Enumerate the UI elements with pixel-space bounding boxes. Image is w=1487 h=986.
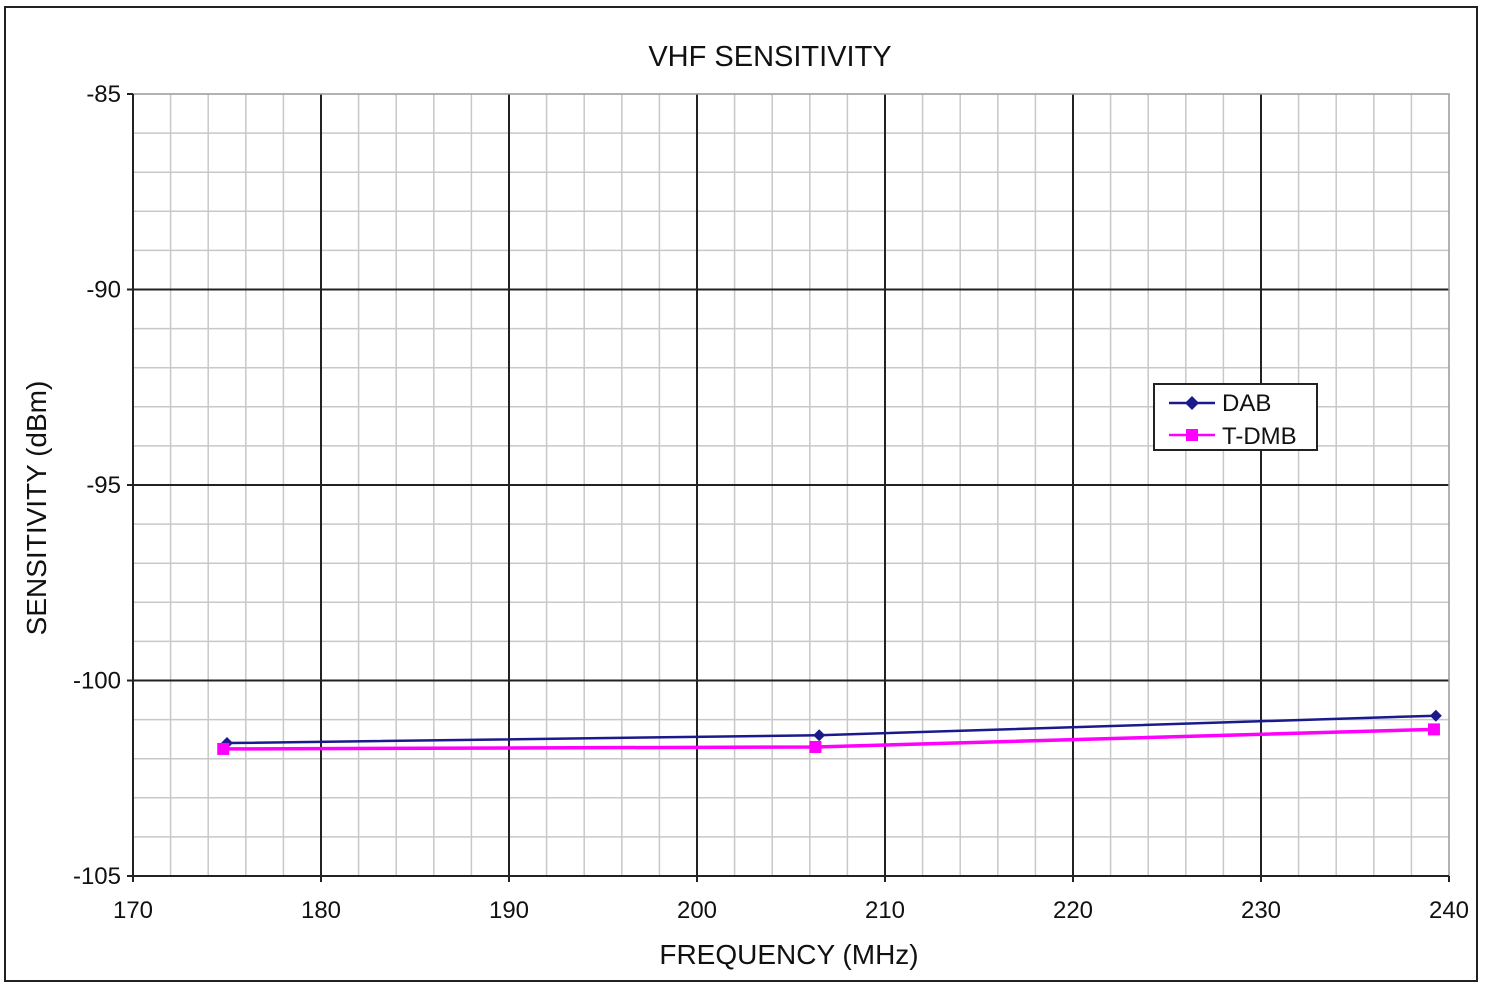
data-point-dab <box>1429 709 1442 722</box>
x-axis-label: FREQUENCY (MHz) <box>659 939 918 970</box>
x-tick-label: 190 <box>489 897 529 924</box>
x-tick-label: 230 <box>1241 897 1281 924</box>
legend-marker-dab <box>1185 396 1199 410</box>
y-tick-label: -85 <box>86 81 121 108</box>
x-tick-label: 220 <box>1053 897 1093 924</box>
y-tick-label: -105 <box>73 863 121 890</box>
y-tick-label: -90 <box>86 277 121 304</box>
series-line-t-dmb <box>223 727 1435 751</box>
x-tick-label: 240 <box>1429 897 1469 924</box>
x-tick-label: 210 <box>865 897 905 924</box>
data-point-dab <box>813 729 826 742</box>
x-tick-label: 200 <box>677 897 717 924</box>
y-axis-label: SENSITIVITY (dBm) <box>21 381 52 636</box>
legend-marker-tdmb <box>1186 429 1198 441</box>
legend-label-tdmb: T-DMB <box>1222 423 1297 450</box>
y-tick-label: -95 <box>86 472 121 499</box>
legend: DAB T-DMB <box>1153 383 1318 451</box>
chart-title: VHF SENSITIVITY <box>648 41 891 73</box>
legend-box <box>1153 383 1318 451</box>
x-tick-label: 180 <box>301 897 341 924</box>
data-point-t-dmb <box>1427 723 1440 736</box>
data-point-t-dmb <box>217 742 230 755</box>
data-point-t-dmb <box>809 740 822 753</box>
y-tick-label: -100 <box>73 668 121 695</box>
x-tick-label: 170 <box>113 897 153 924</box>
legend-label-dab: DAB <box>1222 390 1271 417</box>
chart-frame <box>4 6 1478 982</box>
